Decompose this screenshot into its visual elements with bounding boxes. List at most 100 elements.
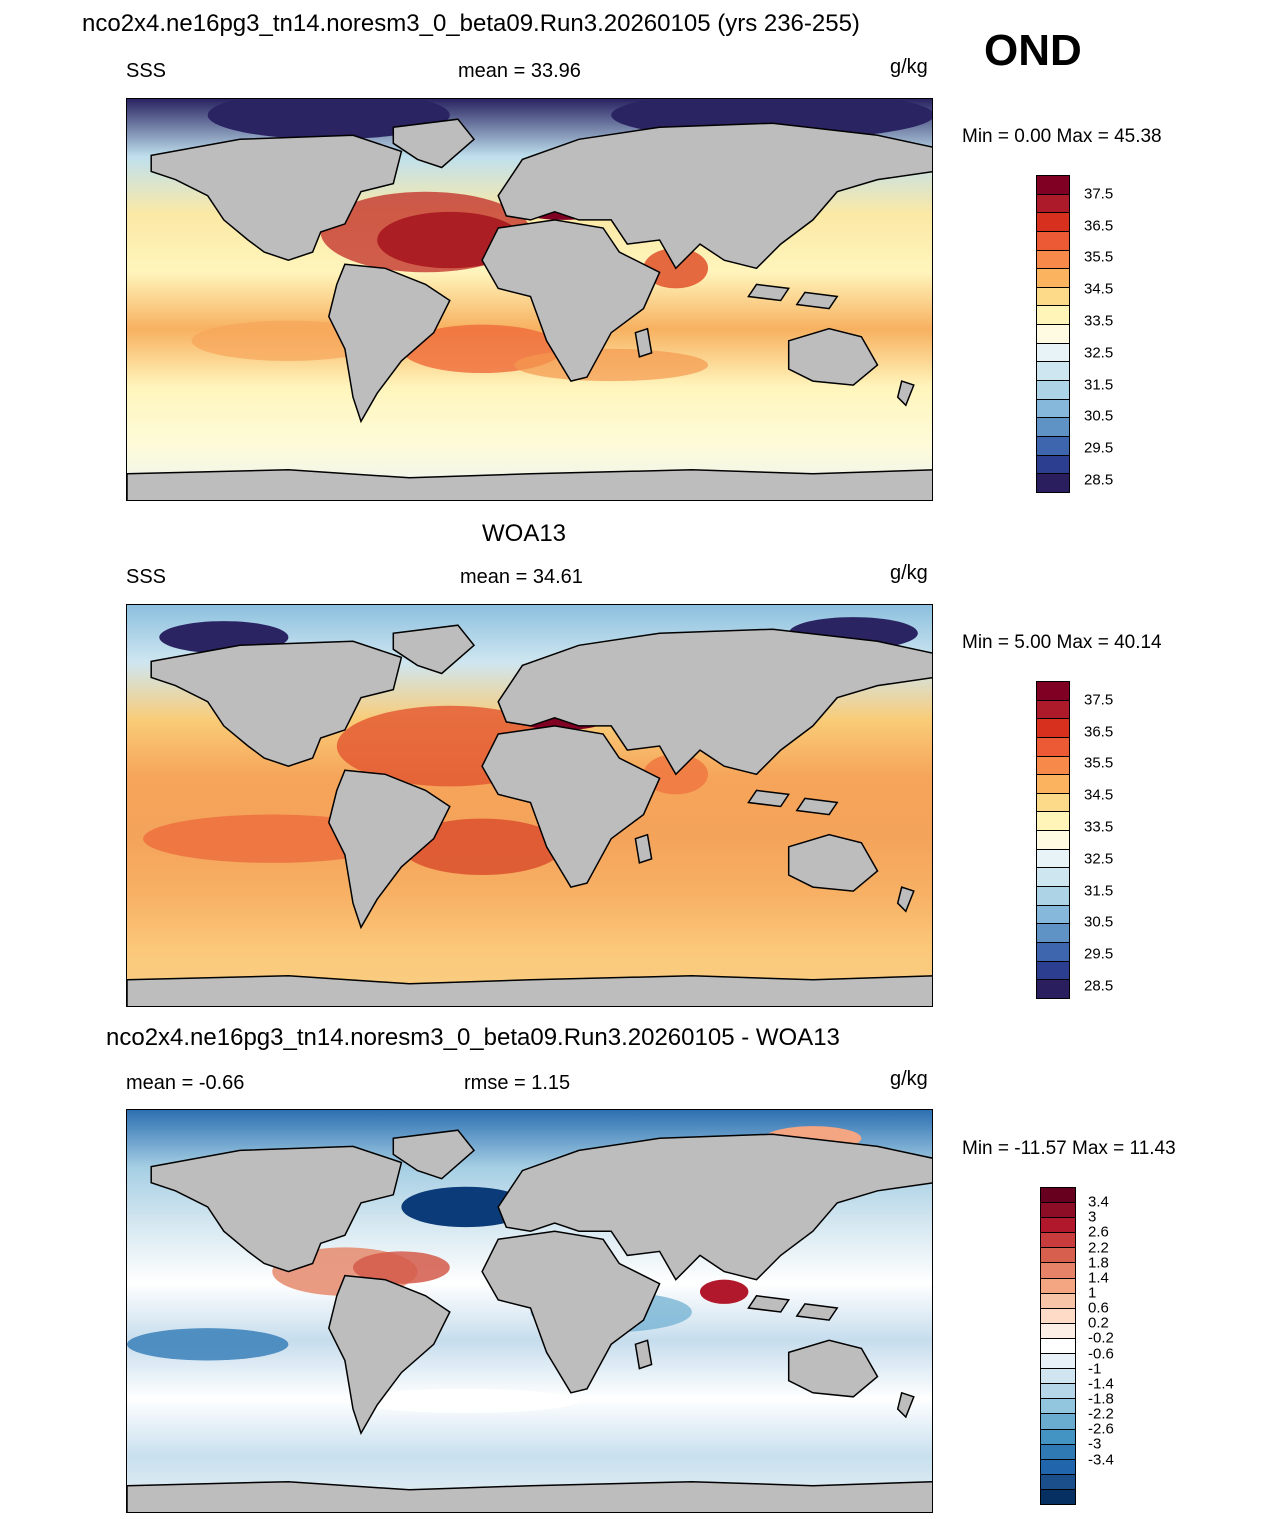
colorbar-cell	[1041, 1293, 1075, 1309]
land-mass	[497, 1133, 932, 1281]
colorbar-cell	[1041, 1429, 1075, 1445]
colorbar-cell	[1041, 1308, 1075, 1324]
colorbar-cell	[1037, 887, 1069, 906]
colorbar-cell	[1037, 343, 1069, 363]
colorbar-tick-label: 33.5	[1084, 818, 1114, 836]
colorbar-tick-label: 37.5	[1084, 185, 1114, 203]
ocean-anomaly	[401, 1186, 531, 1228]
figure-title: nco2x4.ne16pg3_tn14.noresm3_0_beta09.Run…	[82, 10, 860, 37]
colorbar-tick-label: 36.5	[1084, 723, 1114, 740]
colorbar-cell	[1037, 325, 1069, 344]
colorbar-tick-label: 34.5	[1084, 786, 1114, 804]
land-mass	[150, 1145, 403, 1273]
colorbar-cell	[1041, 1354, 1075, 1370]
land-mass	[795, 291, 839, 310]
panel2-title: WOA13	[482, 520, 567, 547]
panel2-colorbar	[1036, 681, 1070, 999]
ocean-anomaly	[352, 1388, 579, 1413]
colorbar-tick-label: 3	[1088, 1208, 1097, 1226]
land-mass	[634, 833, 653, 864]
colorbar-cell	[1037, 474, 1069, 492]
colorbar-tick-label: 34.5	[1084, 280, 1114, 298]
colorbar-tick-label: 28.5	[1084, 471, 1114, 489]
ocean-anomaly	[352, 1251, 450, 1284]
colorbar-cell	[1037, 682, 1069, 701]
colorbar-cell	[1037, 381, 1069, 400]
colorbar-tick-label: 31.5	[1084, 376, 1114, 393]
colorbar-cell	[1037, 362, 1069, 382]
panel3-mean-label: mean = -0.66	[126, 1072, 245, 1094]
panel1-colorbar-ticks: 37.5 36.5 35.5 34.5 33.5 32.5 31.5 30.5 29.5 28.5	[1084, 175, 1144, 493]
ocean-anomaly	[699, 1279, 749, 1304]
colorbar-cell	[1037, 924, 1069, 943]
land-mass	[747, 1294, 790, 1313]
panel2-minmax: Min = 5.00 Max = 40.14	[962, 632, 1162, 653]
panel2-colorbar-ticks: 37.5 36.5 35.5 34.5 33.5 32.5 31.5 30.5 29.5 28.5	[1084, 681, 1144, 999]
panel3-colorbar-ticks: 3.4 3 2.6 2.2 1.8 1.4 1 0.6 0.2 -0.2 -0.6 -1 -1.4 -1.…	[1088, 1187, 1148, 1505]
colorbar-tick-label: -0.2	[1088, 1329, 1114, 1347]
colorbar-tick-label: -2.6	[1088, 1420, 1114, 1438]
panel1-map-image	[127, 99, 932, 500]
panel2-variable-label: SSS	[126, 566, 167, 588]
colorbar-cell	[1041, 1474, 1075, 1490]
panel2-map-image	[127, 605, 932, 1006]
colorbar-cell	[1037, 250, 1069, 270]
panel2-mean-label: mean = 34.61	[460, 566, 583, 588]
land-mass	[787, 327, 879, 386]
land-mass	[127, 469, 932, 500]
colorbar-cell	[1041, 1248, 1075, 1264]
land-mass	[392, 1129, 476, 1180]
colorbar-tick-label: 29.5	[1084, 945, 1114, 963]
colorbar-cell	[1037, 455, 1069, 475]
land-mass	[896, 886, 915, 913]
colorbar-cell	[1037, 269, 1069, 288]
land-mass	[795, 797, 839, 816]
land-mass	[634, 1339, 653, 1370]
land-mass	[328, 263, 451, 424]
panel3-minmax: Min = -11.57 Max = 11.43	[962, 1138, 1176, 1159]
land-mass	[787, 1339, 879, 1398]
land-mass	[896, 1391, 915, 1419]
colorbar-tick-label: 30.5	[1084, 913, 1114, 931]
colorbar-cell	[1041, 1384, 1075, 1400]
colorbar-cell	[1041, 1203, 1075, 1219]
colorbar-cell	[1037, 418, 1069, 437]
colorbar-cell	[1041, 1489, 1075, 1504]
colorbar-tick-label: 37.5	[1084, 691, 1114, 709]
land-mass	[392, 118, 476, 169]
colorbar-cell	[1037, 812, 1069, 832]
panel3-title: nco2x4.ne16pg3_tn14.noresm3_0_beta09.Run…	[106, 1024, 840, 1051]
colorbar-tick-label: 36.5	[1084, 217, 1114, 234]
colorbar-cell	[1037, 980, 1069, 998]
ocean-anomaly	[127, 1328, 289, 1361]
colorbar-tick-label: 29.5	[1084, 439, 1114, 457]
colorbar-cell	[1041, 1278, 1075, 1294]
colorbar-tick-label: -3.4	[1088, 1451, 1114, 1469]
land-mass	[795, 1303, 839, 1321]
colorbar-cell	[1041, 1459, 1075, 1475]
land-mass	[497, 122, 932, 270]
land-mass	[392, 624, 476, 675]
land-mass	[150, 134, 403, 261]
colorbar-cell	[1037, 756, 1069, 776]
colorbar-cell	[1041, 1338, 1075, 1355]
land-mass	[634, 327, 653, 358]
colorbar-tick-label: 0.6	[1088, 1299, 1109, 1317]
panel3-rmse-label: rmse = 1.15	[464, 1072, 571, 1094]
colorbar-tick-label: 35.5	[1084, 754, 1114, 772]
colorbar-tick-label: -0.6	[1088, 1345, 1114, 1363]
panel1-colorbar	[1036, 175, 1070, 493]
land-mass	[127, 1480, 932, 1512]
colorbar-cell	[1037, 213, 1069, 232]
panel2-map	[126, 604, 933, 1007]
colorbar-tick-label: 33.5	[1084, 312, 1114, 330]
colorbar-tick-label: 32.5	[1084, 850, 1114, 868]
colorbar-cell	[1041, 1444, 1075, 1460]
colorbar-cell	[1037, 287, 1069, 307]
colorbar-cell	[1037, 868, 1069, 888]
colorbar-cell	[1037, 737, 1069, 757]
colorbar-cell	[1041, 1233, 1075, 1249]
ocean-anomaly	[207, 99, 450, 140]
colorbar-cell	[1037, 176, 1069, 195]
land-mass	[328, 769, 451, 930]
